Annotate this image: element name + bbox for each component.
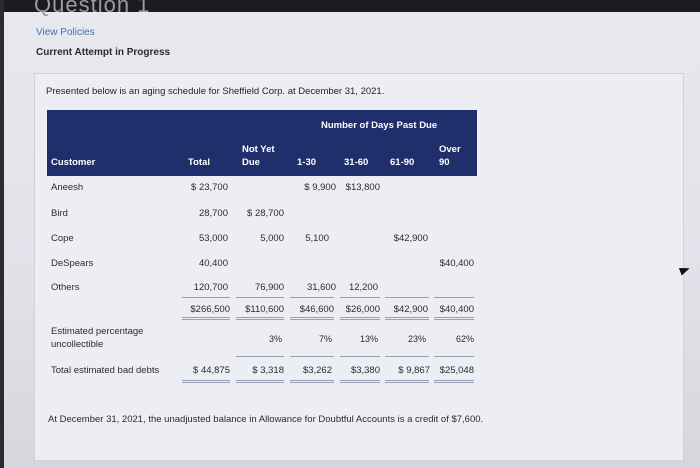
total-over-90: $40,400 [439,304,474,315]
mouse-cursor-icon [678,264,692,276]
cell-total: 120,700 [193,282,228,293]
double-rule [385,380,429,383]
pct-not-yet: 3% [268,334,282,344]
row-label-cope: Cope [51,233,74,244]
pct-over-90: 62% [455,334,474,344]
cell-total: 28,700 [198,208,228,219]
col-31-60: 31-60 [344,157,369,168]
question-intro: Presented below is an aging schedule for… [46,86,385,97]
row-label-despears: DeSpears [51,258,94,269]
double-rule [434,380,474,383]
days-past-due-header: Number of Days Past Due [321,120,438,131]
rule [434,297,474,298]
double-rule [236,317,284,320]
bad-debts-not-yet: $ 3,318 [252,365,284,376]
cell-not-yet: 5,000 [260,233,284,244]
cell-61-90: $42,900 [393,233,428,244]
bad-debts-61-90: $ 9,867 [398,365,430,376]
col-customer: Customer [51,157,96,168]
rule [290,297,334,298]
attempt-status: Current Attempt in Progress [36,47,171,58]
double-rule [340,317,380,320]
double-rule [290,317,334,320]
col-not-yet-1: Not Yet [242,144,275,155]
bad-debts-over-90: $25,048 [439,365,474,376]
cell-1-30: 5,100 [305,233,329,244]
cell-total: $ 23,700 [191,182,228,193]
col-total: Total [188,157,210,168]
cell-not-yet: $ 28,700 [247,208,284,219]
rule [340,297,380,298]
rule [290,356,334,357]
total-1-30: $46,600 [299,304,334,315]
view-policies-link[interactable]: View Policies [36,27,95,38]
double-rule [182,317,230,320]
row-label-aneesh: Aneesh [51,182,84,193]
cell-total: 53,000 [198,233,228,244]
pct-61-90: 23% [407,334,426,344]
double-rule [290,380,334,383]
pct-label-1: Estimated percentage [51,326,144,337]
bad-debts-total: $ 44,875 [193,365,230,376]
footnote: At December 31, 2021, the unadjusted bal… [48,414,484,425]
row-label-bird: Bird [51,208,68,219]
top-bar [4,0,700,12]
col-over-2: 90 [439,157,450,168]
table-header: Number of Days Past Due Customer Total N… [47,110,477,176]
total-not-yet: $110,600 [245,304,284,315]
cell-1-30: 31,600 [306,282,336,293]
rule [236,297,284,298]
col-not-yet-2: Due [242,157,260,168]
bad-debts-31-60: $3,380 [350,365,380,376]
bad-debts-1-30: $3,262 [302,365,332,376]
total-total: $266,500 [190,304,230,315]
double-rule [385,317,429,320]
rule [434,356,474,357]
double-rule [340,380,380,383]
cell-31-60: 12,200 [348,282,378,293]
question-title: Question 1 [34,0,151,17]
total-31-60: $26,000 [345,304,380,315]
rule [340,356,380,357]
bad-debts-label: Total estimated bad debts [51,365,160,376]
rule [385,356,429,357]
double-rule [434,317,474,320]
rule [385,297,429,298]
col-over-1: Over [439,144,461,155]
cell-not-yet: 76,900 [254,282,284,293]
cell-1-30: $ 9,900 [304,182,336,193]
rule [236,356,284,357]
row-label-others: Others [51,282,80,293]
double-rule [236,380,284,383]
screen: Question 1 View Policies Current Attempt… [4,0,700,468]
cell-over-90: $40,400 [439,258,474,269]
pct-1-30: 7% [318,334,332,344]
cell-31-60: $13,800 [345,182,380,193]
col-61-90: 61-90 [390,157,415,168]
pct-31-60: 13% [359,334,378,344]
rule [182,297,230,298]
col-1-30: 1-30 [297,157,317,168]
double-rule [182,380,230,383]
total-61-90: $42,900 [393,304,428,315]
pct-label-2: uncollectible [51,339,104,350]
cell-total: 40,400 [198,258,228,269]
